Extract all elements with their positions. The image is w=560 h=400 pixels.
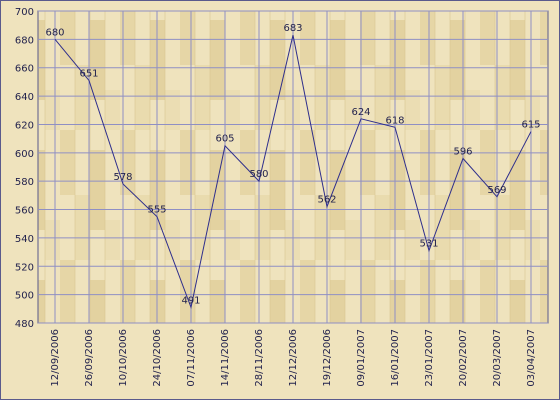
data-label: 596 bbox=[453, 146, 472, 157]
y-tick-label: 600 bbox=[15, 149, 34, 160]
x-tick-label: 16/01/2007 bbox=[390, 329, 401, 387]
data-label: 618 bbox=[385, 115, 404, 126]
y-tick-label: 680 bbox=[15, 35, 34, 46]
x-tick-label: 12/09/2006 bbox=[50, 329, 61, 387]
y-tick-label: 660 bbox=[15, 64, 34, 75]
y-tick-label: 700 bbox=[15, 7, 34, 18]
x-tick-label: 07/11/2006 bbox=[186, 329, 197, 387]
data-label: 680 bbox=[45, 27, 64, 38]
x-tick-label: 10/10/2006 bbox=[118, 329, 129, 387]
x-tick-label: 09/01/2007 bbox=[356, 329, 367, 387]
data-label: 605 bbox=[215, 134, 234, 145]
x-tick-label: 20/02/2007 bbox=[458, 329, 469, 387]
data-label: 562 bbox=[317, 195, 336, 206]
x-axis-ticks: 12/09/2006 26/09/2006 10/10/2006 24/10/2006… bbox=[50, 329, 537, 387]
data-label: 569 bbox=[487, 185, 506, 196]
series-line bbox=[54, 34, 532, 310]
x-tick-label: 03/04/2007 bbox=[526, 329, 537, 387]
x-tick-label: 28/11/2006 bbox=[254, 329, 265, 387]
x-tick-label: 14/11/2006 bbox=[220, 329, 231, 387]
y-tick-label: 580 bbox=[15, 177, 34, 188]
data-label: 624 bbox=[351, 107, 370, 118]
grid-lines bbox=[38, 10, 548, 324]
y-tick-label: 500 bbox=[15, 291, 34, 302]
data-labels: 680 651 578 555 491 605 580 683 562 624 618 531 596 5… bbox=[45, 23, 540, 306]
y-tick-label: 540 bbox=[15, 234, 34, 245]
data-label: 578 bbox=[113, 172, 132, 183]
y-tick-label: 560 bbox=[15, 206, 34, 217]
y-tick-label: 640 bbox=[15, 92, 34, 103]
x-tick-label: 12/12/2006 bbox=[288, 329, 299, 387]
data-label: 615 bbox=[521, 120, 540, 131]
series-layer bbox=[54, 34, 532, 310]
data-label: 651 bbox=[79, 68, 98, 79]
data-label: 580 bbox=[249, 169, 268, 180]
data-label: 555 bbox=[147, 205, 166, 216]
data-label: 531 bbox=[419, 239, 438, 250]
data-label: 491 bbox=[181, 295, 200, 306]
x-tick-label: 20/03/2007 bbox=[492, 329, 503, 387]
y-axis-ticks: 480 500 520 540 560 580 600 620 640 660 680 700 bbox=[15, 7, 34, 330]
x-tick-label: 19/12/2006 bbox=[322, 329, 333, 387]
y-tick-label: 620 bbox=[15, 120, 34, 131]
y-tick-label: 520 bbox=[15, 262, 34, 273]
x-tick-label: 26/09/2006 bbox=[84, 329, 95, 387]
data-label: 683 bbox=[283, 23, 302, 34]
x-tick-label: 23/01/2007 bbox=[424, 329, 435, 387]
y-tick-label: 480 bbox=[15, 319, 34, 330]
x-tick-label: 24/10/2006 bbox=[152, 329, 163, 387]
